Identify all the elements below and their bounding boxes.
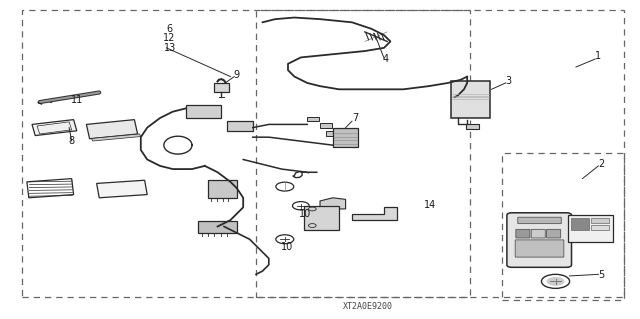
- Bar: [22, 10, 470, 297]
- FancyBboxPatch shape: [547, 229, 561, 238]
- FancyBboxPatch shape: [451, 81, 490, 118]
- Text: 3: 3: [506, 76, 512, 86]
- Text: 12: 12: [163, 33, 176, 43]
- Text: 9: 9: [234, 70, 240, 80]
- Text: 2: 2: [598, 159, 605, 169]
- Text: 11: 11: [70, 95, 83, 106]
- Text: 6: 6: [166, 24, 173, 34]
- FancyBboxPatch shape: [507, 213, 572, 267]
- Polygon shape: [320, 198, 346, 209]
- Bar: [502, 153, 624, 300]
- Text: 4: 4: [383, 54, 389, 64]
- FancyBboxPatch shape: [516, 229, 530, 238]
- Text: 8: 8: [68, 136, 75, 146]
- Polygon shape: [86, 120, 138, 139]
- Text: 10: 10: [280, 242, 293, 252]
- Text: 5: 5: [598, 270, 605, 280]
- FancyBboxPatch shape: [304, 206, 339, 230]
- FancyBboxPatch shape: [326, 131, 338, 136]
- Text: 14: 14: [424, 200, 436, 210]
- FancyBboxPatch shape: [320, 123, 332, 128]
- FancyBboxPatch shape: [307, 117, 319, 121]
- FancyBboxPatch shape: [531, 229, 545, 238]
- FancyBboxPatch shape: [214, 83, 229, 92]
- FancyBboxPatch shape: [227, 121, 253, 131]
- FancyBboxPatch shape: [333, 128, 358, 147]
- FancyBboxPatch shape: [186, 105, 221, 118]
- Text: 1: 1: [595, 51, 602, 61]
- Polygon shape: [32, 120, 77, 136]
- Polygon shape: [97, 180, 147, 198]
- FancyBboxPatch shape: [208, 180, 237, 198]
- Polygon shape: [352, 207, 397, 220]
- Text: XT2A0E9200: XT2A0E9200: [343, 302, 393, 311]
- FancyBboxPatch shape: [518, 217, 561, 224]
- Text: 10: 10: [298, 209, 311, 219]
- Text: 7: 7: [352, 113, 358, 123]
- FancyBboxPatch shape: [571, 218, 589, 230]
- Polygon shape: [92, 134, 141, 141]
- FancyBboxPatch shape: [568, 215, 613, 242]
- Polygon shape: [48, 99, 54, 103]
- Bar: [256, 10, 624, 297]
- FancyBboxPatch shape: [591, 225, 609, 230]
- Circle shape: [547, 277, 564, 286]
- Text: 13: 13: [163, 43, 176, 53]
- FancyBboxPatch shape: [198, 221, 237, 233]
- FancyBboxPatch shape: [466, 124, 479, 129]
- FancyBboxPatch shape: [515, 240, 564, 257]
- FancyBboxPatch shape: [591, 218, 609, 223]
